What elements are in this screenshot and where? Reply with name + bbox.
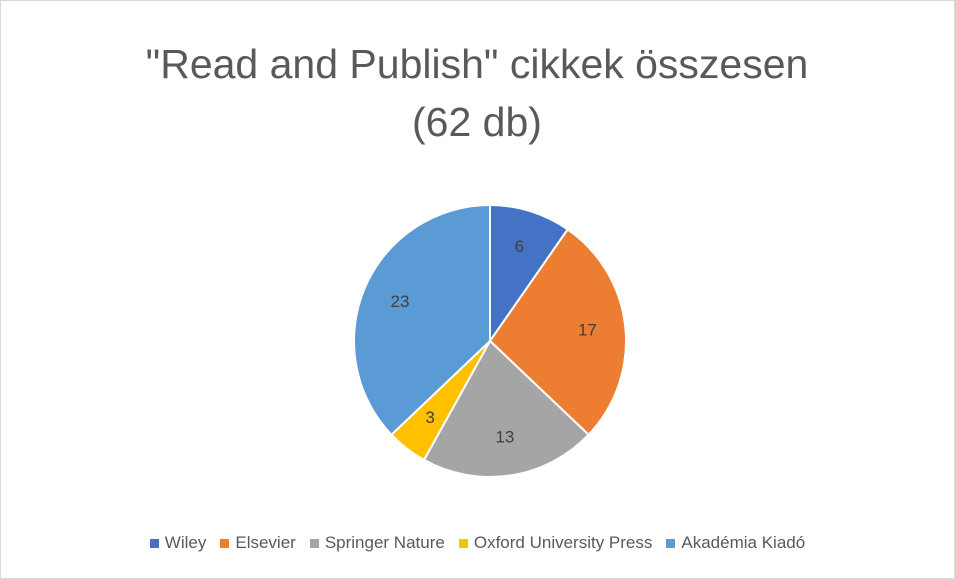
legend-item: Springer Nature (309, 533, 445, 553)
legend-item: Akadémia Kiadó (666, 533, 805, 553)
pie-slice (353, 203, 491, 437)
legend-item: Elsevier (220, 533, 296, 553)
data-label: 3 (425, 408, 434, 427)
pie-slice (489, 203, 570, 345)
legend-label: Wiley (164, 533, 207, 552)
legend-item: Oxford University Press (458, 533, 653, 553)
data-label: 23 (391, 292, 410, 311)
legend-label: Elsevier (235, 533, 296, 552)
legend-item: Wiley (149, 533, 207, 553)
legend-label: Akadémia Kiadó (681, 533, 806, 552)
data-label: 13 (495, 427, 514, 446)
pie-slice (422, 339, 590, 478)
legend: Wiley Elsevier Springer Nature Oxford Unive… (1, 533, 954, 553)
chart-title: "Read and Publish" cikkek összesen (62 d… (145, 41, 809, 145)
legend-swatch (666, 538, 676, 548)
legend-swatch (458, 538, 468, 548)
data-label: 17 (578, 321, 597, 340)
legend-label: Springer Nature (324, 533, 445, 552)
data-label: 6 (515, 237, 524, 256)
legend-label: Oxford University Press (473, 533, 653, 552)
pie-slice (488, 227, 627, 437)
legend-swatch (309, 538, 319, 548)
legend-swatch (220, 538, 230, 548)
legend-swatch (149, 538, 159, 548)
